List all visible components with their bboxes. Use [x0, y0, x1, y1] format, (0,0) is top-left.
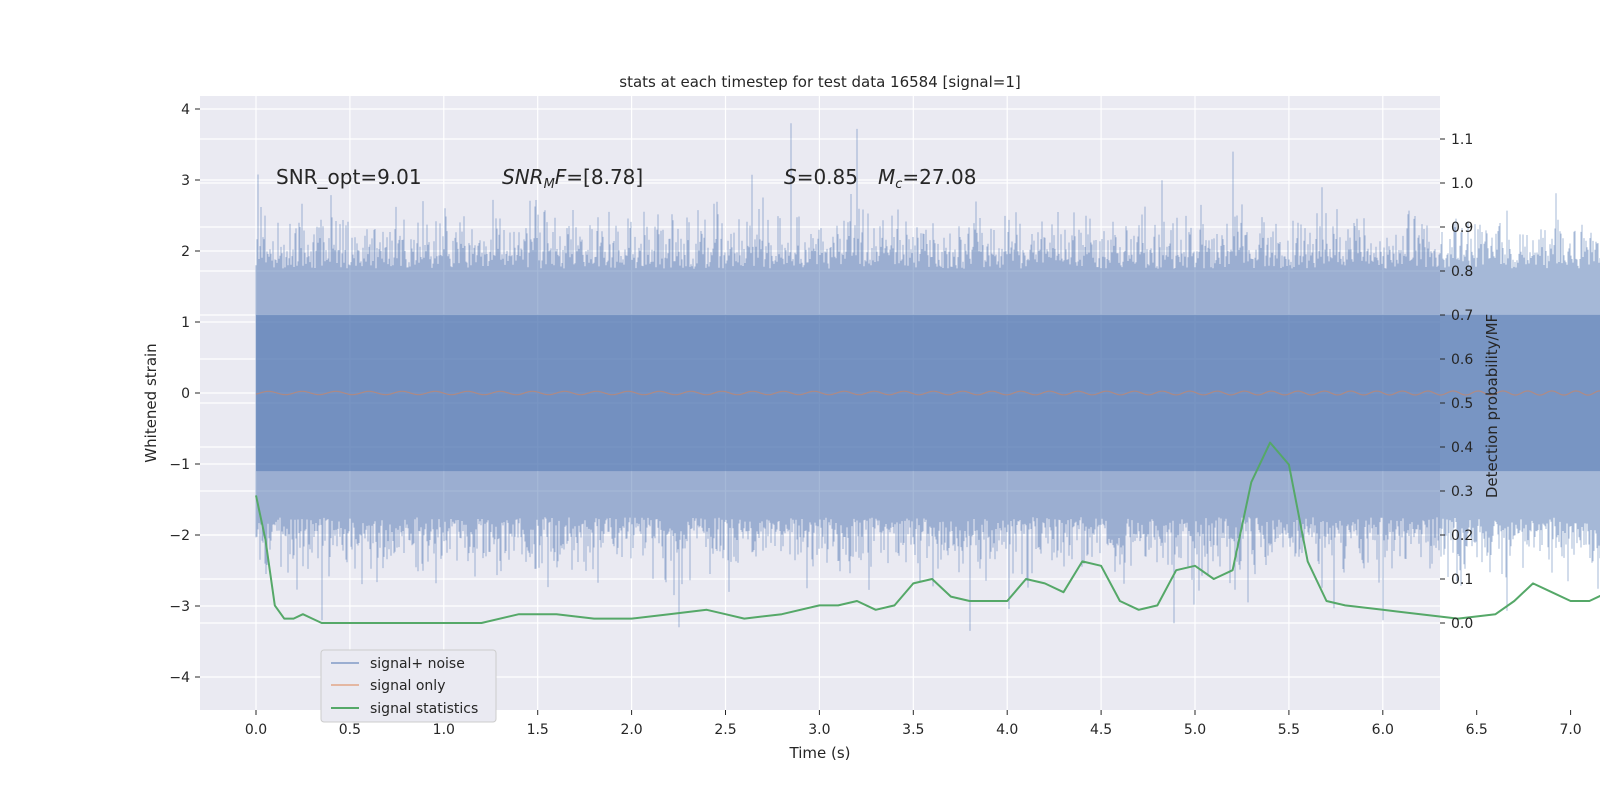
y-right-tick-label: 1.1 [1451, 132, 1473, 148]
x-tick-label: 2.5 [714, 722, 736, 738]
y-right-tick-label: 0.5 [1451, 396, 1473, 412]
legend: signal+ noise signal only signal statist… [320, 649, 497, 723]
x-tick-label: 1.0 [433, 722, 455, 738]
x-tick-label: 3.0 [808, 722, 830, 738]
mc-annotation: Mc=27.08 [878, 165, 976, 192]
y-right-tick-label: 0.8 [1451, 264, 1473, 280]
s-symbol: S [784, 165, 797, 189]
x-tick-label: 7.0 [1559, 722, 1581, 738]
legend-label-signal-only: signal only [370, 678, 445, 694]
legend-label-signal-noise: signal+ noise [370, 656, 465, 672]
snr-opt-annotation: SNR_opt=9.01 [276, 165, 422, 189]
y-axis-right-label: Detection probability/MF [1483, 314, 1501, 498]
y-right-tick-label: 1.0 [1451, 176, 1473, 192]
y-tick-label: 1 [181, 315, 190, 331]
mc-symbol: M [878, 165, 895, 189]
x-tick-label: 1.5 [527, 722, 549, 738]
signal-statistics-line [255, 441, 1600, 624]
signal-only-series [255, 390, 1600, 396]
legend-box [320, 649, 497, 723]
y-right-tick-label: 0.3 [1451, 484, 1473, 500]
y-right-tick-label: 0.0 [1451, 616, 1473, 632]
y-right-tick-label: 0.1 [1451, 572, 1473, 588]
y-right-tick-label: 0.7 [1451, 308, 1473, 324]
x-tick-label: 6.0 [1372, 722, 1394, 738]
mc-value: =27.08 [902, 165, 976, 189]
y-tick-label: 2 [181, 244, 190, 260]
x-tick-label: 2.0 [620, 722, 642, 738]
strain-series [255, 123, 1600, 631]
x-axis-label: Time (s) [789, 744, 851, 762]
legend-label-signal-statistics: signal statistics [370, 701, 478, 717]
signal-statistics-series [255, 441, 1600, 624]
y-tick-label: −3 [169, 599, 190, 615]
x-tick-label: 4.5 [1090, 722, 1112, 738]
s-annotation: S=0.85 [784, 165, 858, 189]
chart-title: stats at each timestep for test data 165… [619, 73, 1020, 91]
x-tick-label: 4.0 [996, 722, 1018, 738]
s-value: =0.85 [797, 165, 858, 189]
x-tick-label: 0.0 [245, 722, 267, 738]
x-tick-label: 6.5 [1466, 722, 1488, 738]
y-tick-label: 0 [181, 386, 190, 402]
axis-ticks: 0.0 0.5 1.0 1.5 2.0 2.5 3.0 3.5 4.0 4.5 5.0 5.5 6.0 6… [169, 102, 1581, 738]
snr-mf-symbol: SNR [502, 165, 544, 189]
strain-trace [255, 123, 1600, 631]
x-tick-label: 5.5 [1278, 722, 1300, 738]
y-axis-label: Whitened strain [142, 343, 160, 462]
y-tick-label: −4 [169, 670, 190, 686]
y-tick-label: −1 [169, 457, 190, 473]
y-tick-label: 4 [181, 102, 190, 118]
y-right-tick-label: 0.6 [1451, 352, 1473, 368]
signal-only-trace [255, 390, 1600, 396]
snr-mf-symbol-tail: F [555, 165, 567, 189]
mc-subscript: c [895, 177, 902, 192]
snr-mf-value: =[8.78] [566, 165, 643, 189]
y-right-tick-label: 0.2 [1451, 528, 1473, 544]
x-tick-label: 5.0 [1184, 722, 1206, 738]
y-right-tick-label: 0.9 [1451, 220, 1473, 236]
x-tick-label: 3.5 [902, 722, 924, 738]
snr-mf-annotation: SNRMF=[8.78] [502, 165, 643, 192]
snr-mf-subscript: M [544, 177, 555, 192]
y-right-tick-label: 0.4 [1451, 440, 1473, 456]
y-tick-label: −2 [169, 528, 190, 544]
x-tick-label: 0.5 [339, 722, 361, 738]
y-tick-label: 3 [181, 173, 190, 189]
